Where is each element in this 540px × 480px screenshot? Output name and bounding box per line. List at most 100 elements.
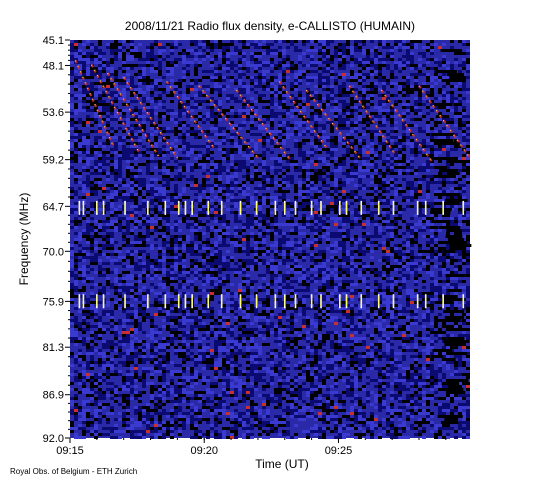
spectrogram-cell [330, 88, 334, 91]
spectrogram-cell [358, 148, 362, 151]
spectrogram-cell [82, 190, 86, 193]
spectrogram-cell [410, 262, 414, 265]
spectrogram-cell [322, 82, 326, 85]
spectrogram-cell [330, 148, 334, 151]
spectrogram-cell [250, 154, 254, 157]
spectrogram-cell [206, 130, 210, 133]
spectrogram-cell [142, 133, 146, 136]
spectrogram-cell [86, 271, 90, 274]
spectrogram-cell [198, 103, 202, 106]
spectrogram-cell [426, 226, 430, 229]
spectrogram-cell [402, 232, 406, 235]
spectrogram-cell [218, 187, 222, 190]
spectrogram-cell [446, 232, 450, 235]
spectrogram-cell [178, 79, 182, 82]
spectrogram-cell [286, 136, 290, 139]
spectrogram-cell [170, 73, 174, 76]
spectrogram-cell [406, 136, 410, 139]
spectrogram-cell [346, 214, 350, 217]
spectrogram-cell [314, 238, 318, 241]
spectrogram-cell [278, 79, 282, 82]
spectrogram-cell [426, 169, 430, 172]
spectrogram-cell [398, 100, 402, 103]
spectrogram-cell [454, 97, 458, 100]
spectrogram-cell [166, 280, 170, 283]
spectrogram-cell [174, 256, 178, 259]
spectrogram-cell [114, 187, 118, 190]
spectrogram-cell [170, 157, 174, 160]
spectrogram-cell [370, 130, 374, 133]
spectrogram-cell [382, 100, 386, 103]
spectrogram-cell [342, 109, 346, 112]
spectrogram-cell [282, 139, 286, 142]
spectrogram-cell [270, 244, 274, 247]
spectrogram-cell [298, 184, 302, 187]
spectrogram-cell [306, 130, 310, 133]
spectrogram-cell [314, 259, 318, 262]
spectrogram-cell [126, 211, 130, 214]
spectrogram-cell [466, 208, 470, 211]
spectrogram-cell [338, 265, 342, 268]
spectrogram-cell [454, 217, 458, 220]
spectrogram-cell [222, 283, 226, 286]
spectrogram-cell [122, 148, 126, 151]
spectrogram-cell [370, 268, 374, 271]
spectrogram-cell [446, 67, 450, 70]
spectrogram-cell [170, 259, 174, 262]
spectrogram-cell [410, 217, 414, 220]
spectrogram-cell [370, 61, 374, 64]
spectrogram-cell [154, 160, 158, 163]
spectrogram-cell [238, 64, 242, 67]
spectrogram-cell [106, 61, 110, 64]
spectrogram-cell [342, 286, 346, 289]
spectrogram-cell [342, 73, 346, 76]
spectrogram-cell [286, 205, 290, 208]
spectrogram-cell [170, 166, 174, 169]
spectrogram-cell [266, 100, 270, 103]
spectrogram-cell [326, 175, 330, 178]
spectrogram-cell [254, 76, 258, 79]
spectrogram-cell [314, 235, 318, 238]
spectrogram-cell [154, 127, 158, 130]
spectrogram-cell [130, 94, 134, 97]
spectrogram-cell [210, 91, 214, 94]
spectrogram-cell [234, 193, 238, 196]
spectrogram-cell [430, 79, 434, 82]
spectrogram-cell [246, 280, 250, 283]
spectrogram-cell [370, 103, 374, 106]
spectrogram-cell [454, 232, 458, 235]
spectrogram-cell [390, 202, 394, 205]
spectrogram-cell [418, 130, 422, 133]
spectrogram-cell [302, 64, 306, 67]
spectrogram-cell [82, 277, 86, 280]
spectrogram-cell [158, 154, 162, 157]
spectrogram-cell [266, 208, 270, 211]
spectrogram-cell [346, 127, 350, 130]
spectrogram-cell [122, 238, 126, 241]
spectrogram-cell [458, 145, 462, 148]
spectrogram-cell [90, 46, 94, 49]
spectrogram-cell [78, 223, 82, 226]
spectrogram-cell [402, 172, 406, 175]
spectrogram-cell [414, 151, 418, 154]
spectrogram-cell [462, 190, 466, 193]
spectrogram-cell [126, 256, 130, 259]
spectrogram-cell [134, 55, 138, 58]
spectrogram-cell [254, 85, 258, 88]
spectrogram-cell [290, 163, 294, 166]
spectrogram-cell [250, 202, 254, 205]
spectrogram-cell [334, 79, 338, 82]
spectrogram-cell [198, 94, 202, 97]
spectrogram-cell [370, 271, 374, 274]
spectrogram-cell [370, 160, 374, 163]
spectrogram-cell [214, 88, 218, 91]
spectrogram-cell [226, 157, 230, 160]
spectrogram-cell [322, 43, 326, 46]
spectrogram-cell [70, 58, 74, 61]
spectrogram-cell [166, 265, 170, 268]
spectrogram-cell [130, 55, 134, 58]
spectrogram-cell [74, 277, 78, 280]
spectrogram-cell [430, 109, 434, 112]
spectrogram-cell [182, 214, 186, 217]
spectrogram-cell [158, 94, 162, 97]
